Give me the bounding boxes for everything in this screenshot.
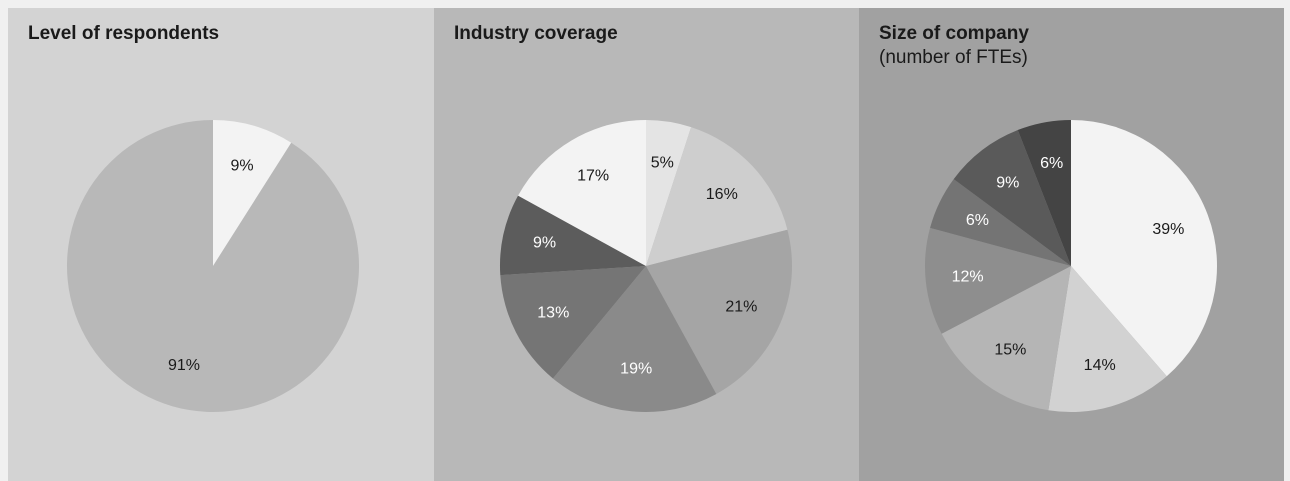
slice-label: 39% <box>1152 221 1184 238</box>
slice-label: 91% <box>168 357 200 374</box>
slice-label: 6% <box>966 212 989 229</box>
pie-slice <box>930 179 1071 266</box>
slice-label: 19% <box>620 361 652 378</box>
pie-slice <box>1071 120 1217 377</box>
pie-slice <box>552 266 717 412</box>
pie-slice <box>500 266 646 379</box>
pie-chart-size-of-company: 39% 14% 15% 12% 6% 9% 6% <box>924 120 1217 413</box>
slice-label: 12% <box>952 269 984 286</box>
pie-chart-level-of-respondents: 9% 91% <box>66 120 359 412</box>
slice-label: 14% <box>1084 357 1116 374</box>
pie-slice <box>646 120 692 266</box>
pie-slice <box>518 119 646 266</box>
slice-label: 16% <box>706 186 738 203</box>
slice-label: 6% <box>1040 155 1063 172</box>
charts-container: Level of respondents 9% 91% Industry cove… <box>8 8 1284 481</box>
slice-label: 9% <box>996 175 1019 192</box>
slice-label: 5% <box>651 155 674 172</box>
slice-label: 21% <box>725 299 757 316</box>
panel-industry-coverage: Industry coverage 5% 16% 21% 19% 13% 9% 17% <box>434 8 859 481</box>
chart-subtitle: (number of FTEs) <box>879 47 1028 68</box>
chart-title: Industry coverage <box>454 23 618 44</box>
pie-slice <box>213 120 292 266</box>
slice-label: 13% <box>537 304 569 321</box>
pie-slice <box>1017 120 1071 266</box>
pie-chart-industry-coverage: 5% 16% 21% 19% 13% 9% 17% <box>500 119 792 412</box>
pie-slice <box>646 229 792 394</box>
pie-slice <box>66 120 359 412</box>
panel-size-of-company: Size of company (number of FTEs) 39% 14% 1… <box>859 8 1284 481</box>
slice-label: 15% <box>994 342 1026 359</box>
pie-slice <box>646 127 788 267</box>
slice-label: 17% <box>577 168 609 185</box>
pie-slice <box>953 130 1071 266</box>
panel-level-of-respondents: Level of respondents 9% 91% <box>8 8 434 481</box>
pie-slice <box>1048 266 1167 413</box>
slice-label: 9% <box>533 235 556 252</box>
pie-slice <box>924 227 1071 334</box>
pie-slice <box>941 266 1071 411</box>
chart-title: Size of company <box>879 23 1029 44</box>
pie-slice <box>500 195 646 276</box>
chart-title: Level of respondents <box>28 23 220 44</box>
slice-label: 9% <box>230 157 253 174</box>
